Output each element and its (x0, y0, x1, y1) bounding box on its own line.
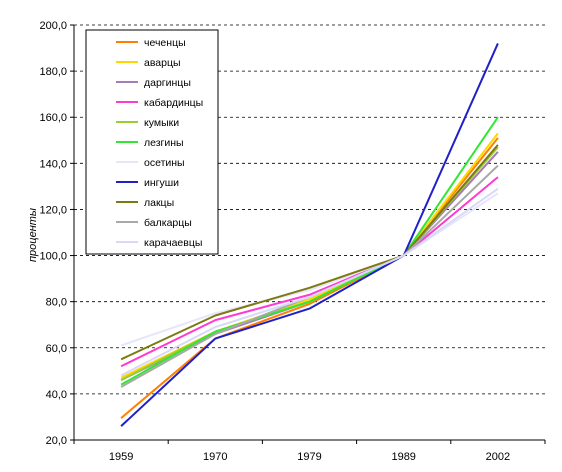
legend-label: ингуши (144, 177, 179, 189)
series-line (120, 176, 499, 368)
legend-label: чеченцы (144, 37, 186, 49)
x-tick-label: 1970 (203, 451, 227, 463)
x-tick-labels: 1959 1970 1979 1989 2002 (109, 451, 510, 463)
series-line (120, 144, 499, 361)
series-line (120, 192, 499, 347)
legend-label: лезгины (144, 137, 184, 149)
y-tick-label: 120,0 (39, 204, 67, 216)
legend-label: кумыки (144, 117, 179, 129)
series-line (120, 43, 499, 427)
legend-label: кабардинцы (144, 97, 203, 109)
y-tick-label: 40,0 (46, 389, 67, 401)
legend-label: даргинцы (144, 77, 191, 89)
y-tick-label: 20,0 (46, 435, 67, 447)
legend-box (85, 29, 219, 255)
y-tick-label: 160,0 (39, 112, 67, 124)
series-line (120, 116, 499, 386)
y-tick-label: 80,0 (46, 297, 67, 309)
x-tick-label: 2002 (486, 451, 510, 463)
legend: чеченцы аварцы даргинцы кабардинцы кумыки лез… (85, 29, 219, 255)
legend-label: лакцы (144, 197, 174, 209)
y-tick-label: 100,0 (39, 251, 67, 263)
legend-label: осетины (144, 157, 185, 169)
y-tick-label: 200,0 (39, 20, 67, 32)
series-line (120, 187, 499, 377)
legend-label: карачаевцы (144, 237, 202, 249)
axes (70, 24, 546, 444)
series-lines (120, 43, 499, 427)
x-tick-label: 1989 (391, 451, 415, 463)
legend-label: балкарцы (144, 217, 192, 229)
y-tick-labels: 20,0 40,0 60,0 80,0 100,0 120,0 140,0 160,0 180,… (39, 20, 67, 447)
x-tick-label: 1979 (297, 451, 321, 463)
y-tick-label: 60,0 (46, 343, 67, 355)
y-tick-label: 180,0 (39, 66, 67, 78)
legend-label: аварцы (144, 57, 181, 69)
x-tick-label: 1959 (109, 451, 133, 463)
y-tick-label: 140,0 (39, 158, 67, 170)
y-axis-label: проценты (27, 208, 39, 262)
